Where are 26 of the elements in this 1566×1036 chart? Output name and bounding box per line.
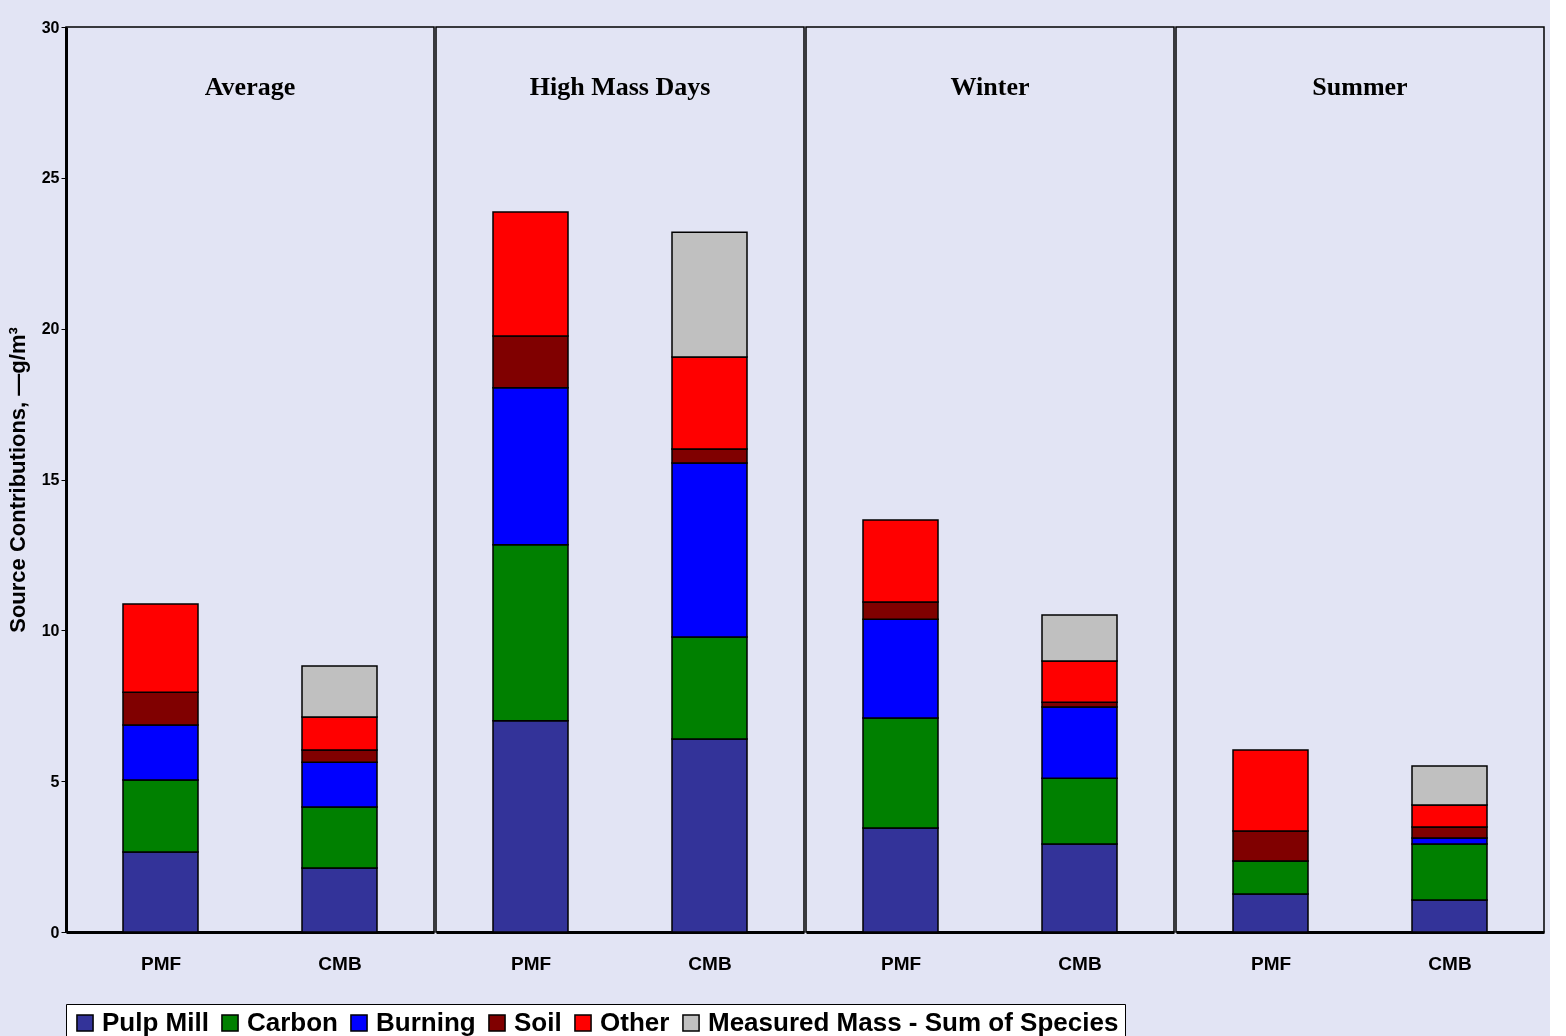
y-axis-title: Source Contributions, —g/m³ — [4, 327, 30, 633]
text: Summer — [1312, 72, 1408, 101]
y-tick-label: 30 — [41, 18, 60, 36]
legend-label: Measured Mass - Sum of Species — [708, 1007, 1119, 1036]
y-tick-label: 25 — [41, 169, 60, 187]
x-tick-label: CMB — [688, 952, 732, 974]
y-tick-label: 15 — [41, 471, 60, 488]
text: Winter — [950, 72, 1030, 101]
y-tick-label: 5 — [50, 772, 60, 790]
y-tick-label: 10 — [41, 621, 60, 639]
y-tick-label: 0 — [50, 923, 60, 941]
x-tick-label: CMB — [318, 952, 362, 974]
x-tick-label: PMF — [1250, 952, 1292, 974]
text: High Mass Days — [529, 72, 711, 101]
text: Average — [204, 72, 296, 101]
x-tick-label: PMF — [140, 952, 182, 974]
legend-label: Soil — [514, 1007, 562, 1036]
x-tick-label: PMF — [880, 952, 922, 974]
legend-label: Pulp Mill — [102, 1007, 209, 1036]
y-tick-label: 20 — [41, 320, 60, 338]
legend-label: Burning — [376, 1007, 476, 1036]
x-tick-label: CMB — [1428, 952, 1472, 974]
legend-label: Carbon — [247, 1007, 338, 1036]
x-tick-label: PMF — [510, 952, 552, 974]
x-tick-label: CMB — [1058, 952, 1102, 974]
legend-label: Other — [600, 1007, 670, 1036]
